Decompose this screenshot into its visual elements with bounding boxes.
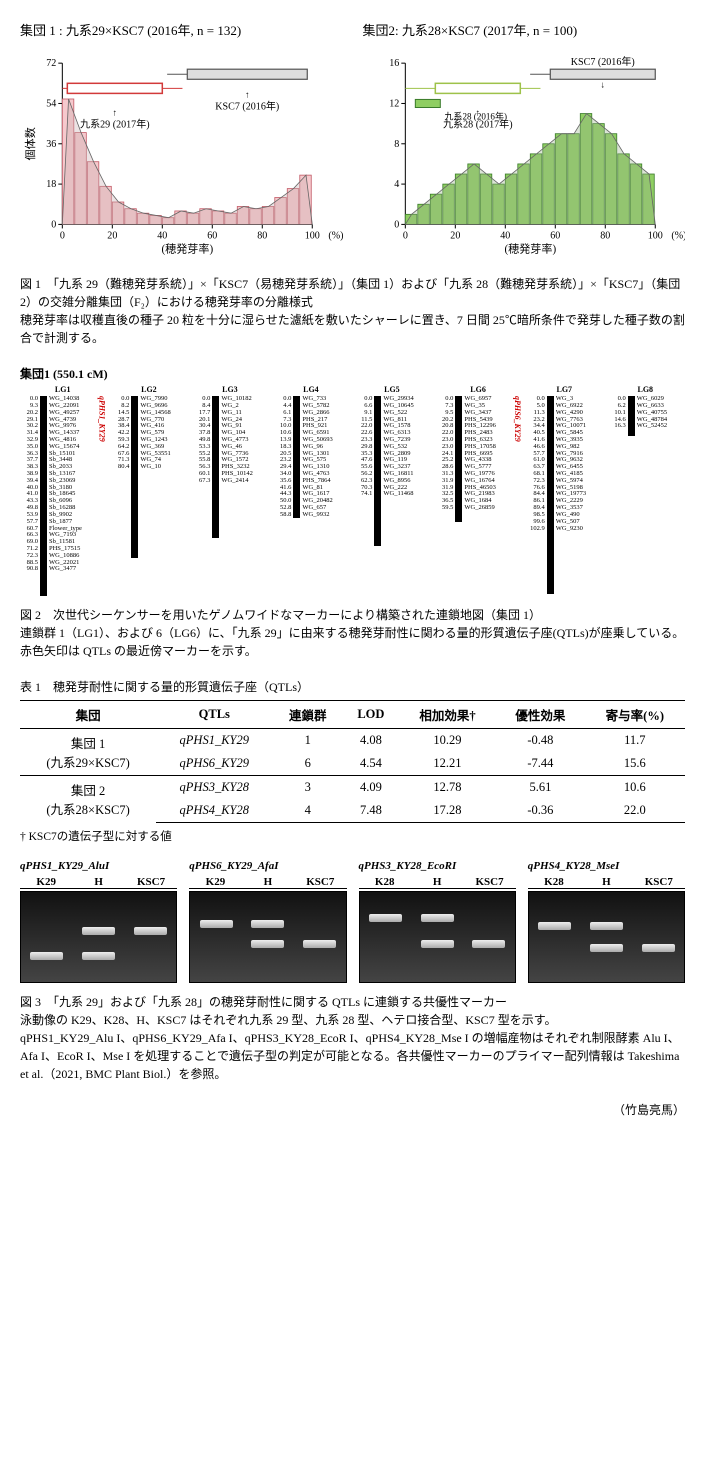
lg-LG5: LG50.06.69.111.522.022.623.329.835.347.6… — [354, 386, 429, 596]
th: 集団 — [20, 701, 156, 729]
fig1-right-svg: 0481216020406080100(%)(穂発芽率)↑九系28 (2017年… — [363, 43, 686, 265]
qtl-cell: qPHS3_KY28 — [156, 776, 272, 800]
svg-text:KSC7 (2016年): KSC7 (2016年) — [570, 55, 634, 68]
svg-text:(%): (%) — [671, 231, 685, 242]
svg-text:KSC7 (2016年): KSC7 (2016年) — [215, 100, 279, 113]
svg-text:40: 40 — [500, 231, 510, 242]
svg-text:九系29 (2017年): 九系29 (2017年) — [80, 118, 150, 131]
svg-text:20: 20 — [107, 231, 117, 242]
svg-text:(%): (%) — [328, 231, 342, 242]
svg-text:4: 4 — [394, 179, 399, 190]
svg-text:↑: ↑ — [113, 108, 118, 118]
qtl-cell: qPHS1_KY29 — [156, 729, 272, 753]
fig1-right-title: 集団2: 九系28×KSC7 (2017年, n = 100) — [363, 20, 686, 39]
svg-text:18: 18 — [46, 179, 56, 190]
svg-text:20: 20 — [450, 231, 460, 242]
qtl-label-lg6: qPHS6_KY29 — [512, 396, 520, 522]
svg-text:72: 72 — [46, 58, 56, 69]
svg-text:60: 60 — [550, 231, 560, 242]
lg-LG1: LG10.09.320.229.130.231.432.935.036.337.… — [20, 386, 105, 596]
svg-text:60: 60 — [207, 231, 217, 242]
svg-text:九系28 (2016年): 九系28 (2016年) — [444, 111, 507, 122]
pop-cell: 集団 1(九系29×KSC7) — [20, 729, 156, 776]
th: 連鎖群 — [272, 701, 343, 729]
th: 優性効果 — [496, 701, 584, 729]
svg-text:↓: ↓ — [600, 79, 605, 89]
svg-text:0: 0 — [402, 231, 407, 242]
gel-qPHS1_KY29_AluI: qPHS1_KY29_AluIK29HKSC7 — [20, 860, 177, 983]
svg-text:36: 36 — [46, 139, 56, 150]
lg-LG4: LG40.04.46.17.310.010.613.918.320.523.22… — [273, 386, 348, 596]
svg-text:(穂発芽率): (穂発芽率) — [504, 242, 556, 256]
linkage-map: LG10.09.320.229.130.231.432.935.036.337.… — [20, 386, 685, 596]
gel-qPHS4_KY28_MseI: qPHS4_KY28_MseIK28HKSC7 — [528, 860, 685, 983]
svg-text:100: 100 — [305, 231, 320, 242]
th: QTLs — [156, 701, 272, 729]
table1-footnote: † KSC7の遺伝子型に対する値 — [20, 829, 685, 846]
svg-text:↑: ↑ — [245, 89, 250, 99]
svg-text:0: 0 — [51, 219, 56, 230]
fig1-row: 集団 1 : 九系29×KSC7 (2016年, n = 132) 0 18 36 5… — [20, 20, 685, 265]
svg-text:個体数: 個体数 — [23, 127, 37, 160]
lg-LG2: LG20.08.214.528.738.442.259.364.267.671.… — [111, 386, 186, 596]
gel-qPHS3_KY28_EcoRI: qPHS3_KY28_EcoRIK28HKSC7 — [359, 860, 516, 983]
qtl-cell: qPHS6_KY29 — [156, 752, 272, 776]
th: 寄与率(%) — [585, 701, 685, 729]
svg-text:12: 12 — [389, 98, 399, 109]
gel-qPHS6_KY29_AfaI: qPHS6_KY29_AfaIK29HKSC7 — [189, 860, 346, 983]
svg-text:54: 54 — [46, 98, 56, 109]
qtl-label-lg1: qPHS1_KY29 — [97, 396, 105, 596]
svg-text:8: 8 — [394, 139, 399, 150]
th: 相加効果† — [399, 701, 496, 729]
svg-text:100: 100 — [647, 231, 662, 242]
th: LOD — [343, 701, 399, 729]
qtl-table: 集団QTLs連鎖群LOD相加効果†優性効果寄与率(%) 集団 1(九系29×KSC… — [20, 700, 685, 823]
gel-row: qPHS1_KY29_AluIK29HKSC7qPHS6_KY29_AfaIK2… — [20, 860, 685, 983]
fig1-left-title: 集団 1 : 九系29×KSC7 (2016年, n = 132) — [20, 20, 343, 39]
fig1-left: 集団 1 : 九系29×KSC7 (2016年, n = 132) 0 18 36 5… — [20, 20, 343, 265]
qtl-cell: qPHS4_KY28 — [156, 799, 272, 823]
fig1-right: 集団2: 九系28×KSC7 (2017年, n = 100) 0 4 8 12 16 0… — [363, 20, 686, 265]
lg-LG3: LG30.08.417.720.130.437.849.853.355.255.… — [192, 386, 267, 596]
svg-text:80: 80 — [257, 231, 267, 242]
svg-text:(穂発芽率): (穂発芽率) — [161, 242, 213, 256]
svg-text:40: 40 — [157, 231, 167, 242]
fig2-panel-label: 集団1 (550.1 cM) — [20, 365, 685, 382]
fig1-caption: 図 1 「九系 29（難穂発芽系統）」×「KSC7（易穂発芽系統）」（集団 1）… — [20, 275, 685, 347]
table1-title: 表 1 穂発芽耐性に関する量的形質遺伝子座（QTLs） — [20, 678, 685, 696]
fig2-caption: 図 2 次世代シーケンサーを用いたゲノムワイドなマーカーにより構築された連鎖地図… — [20, 606, 685, 660]
lg-LG8: LG80.06.210.114.616.3WG_6029WG_6633WG_40… — [608, 386, 683, 596]
pop-cell: 集団 2(九系28×KSC7) — [20, 776, 156, 823]
svg-text:16: 16 — [389, 58, 399, 69]
lg-LG7: LG70.05.011.323.234.440.541.646.657.761.… — [527, 386, 602, 596]
fig1-left-svg: 018365472020406080100(%)(穂発芽率)個体数↑九系29 (… — [20, 43, 343, 265]
svg-text:80: 80 — [600, 231, 610, 242]
svg-text:0: 0 — [60, 231, 65, 242]
lg-LG6: LG60.07.39.520.220.822.023.023.024.125.2… — [435, 386, 520, 596]
fig3-caption: 図 3 「九系 29」および「九系 28」の穂発芽耐性に関する QTLs に連鎖… — [20, 993, 685, 1083]
author: （竹島亮馬） — [20, 1101, 685, 1118]
svg-text:0: 0 — [394, 219, 399, 230]
